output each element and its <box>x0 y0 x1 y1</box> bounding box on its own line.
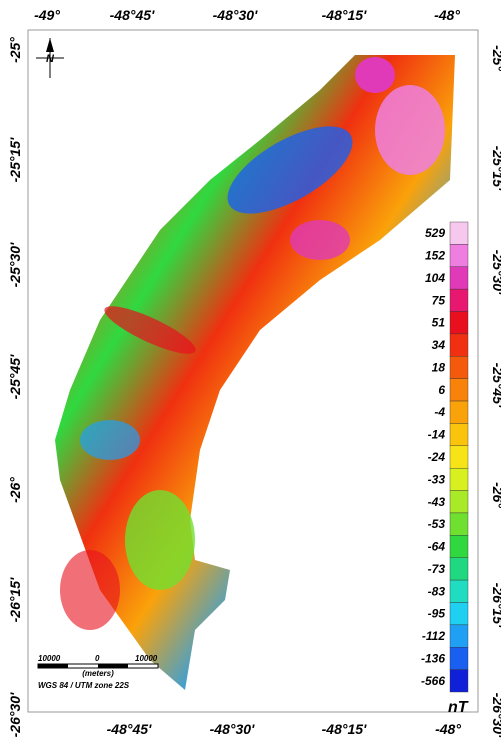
longitude-label: -48° <box>434 7 460 23</box>
legend-swatch <box>449 266 469 290</box>
legend-label: 75 <box>432 293 446 307</box>
coordinate-labels: -49° -48°45' -48°30' -48°15' -48° -48°45' -48°… <box>7 7 501 738</box>
color-legend: 529 152 104 75 51 34 18 6 -4 -14 -24 -33 -43 -53 -64 -7… <box>421 221 469 693</box>
latitude-label: -25°30' <box>7 242 23 287</box>
legend-label: -53 <box>428 517 446 531</box>
latitude-label: -26° <box>490 482 501 508</box>
legend-label: -14 <box>428 428 446 442</box>
latitude-label: -25°30' <box>490 250 501 295</box>
legend-swatch <box>449 221 469 245</box>
legend-swatch <box>449 647 469 670</box>
latitude-label: -25°15' <box>7 137 23 182</box>
legend-label: 6 <box>438 383 445 397</box>
scale-right: 10000 <box>135 654 158 663</box>
north-arrow: N <box>36 38 64 78</box>
legend-label: -566 <box>421 674 445 688</box>
scale-middle: 0 <box>95 654 100 663</box>
longitude-label: -48°30' <box>210 721 255 737</box>
legend-swatch <box>449 333 469 357</box>
legend-label: -43 <box>428 495 446 509</box>
legend-label: 152 <box>425 249 445 263</box>
legend-swatch <box>449 512 469 536</box>
latitude-label: -26°15' <box>490 583 501 628</box>
legend-label: -112 <box>422 629 445 643</box>
longitude-label: -48°30' <box>213 7 258 23</box>
legend-swatch <box>449 423 469 447</box>
longitude-label: -48°15' <box>322 721 367 737</box>
legend-label: 18 <box>432 360 446 374</box>
legend-label: -95 <box>428 607 446 621</box>
legend-swatch <box>449 602 469 626</box>
projection: WGS 84 / UTM zone 22S <box>38 681 130 690</box>
latitude-label: -25°45' <box>7 354 23 399</box>
legend-swatch <box>449 579 469 603</box>
legend-swatch <box>449 624 469 648</box>
legend-label: -83 <box>428 584 446 598</box>
scale-bar: 10000 0 10000 (meters) WGS 84 / UTM zone… <box>37 654 159 690</box>
longitude-label: -48°15' <box>322 7 367 23</box>
latitude-label: -25° <box>7 37 23 63</box>
latitude-label: -26°30' <box>490 693 501 738</box>
legend-label: -4 <box>434 405 445 419</box>
legend-label: 51 <box>432 316 446 330</box>
latitude-label: -26°30' <box>7 692 23 737</box>
longitude-label: -48° <box>435 721 461 737</box>
legend-swatch <box>449 445 469 469</box>
longitude-label: -49° <box>34 7 60 23</box>
latitude-label: -26° <box>7 477 23 503</box>
scale-left: 10000 <box>38 654 61 663</box>
legend-swatch <box>449 288 469 312</box>
legend-swatch <box>449 467 469 491</box>
longitude-label: -48°45' <box>110 7 155 23</box>
latitude-label: -25° <box>490 45 501 71</box>
legend-label: -64 <box>428 540 446 554</box>
legend-label: -24 <box>428 450 446 464</box>
legend-label: -33 <box>428 472 446 486</box>
legend-label: -136 <box>421 651 445 665</box>
legend-swatch <box>449 535 469 558</box>
latitude-label: -25°45' <box>490 363 501 408</box>
legend-swatch <box>449 669 469 693</box>
latitude-label: -26°15' <box>7 577 23 622</box>
scale-unit: (meters) <box>82 669 114 678</box>
legend-swatch <box>449 490 469 514</box>
north-label: N <box>46 53 55 65</box>
legend-label: -73 <box>428 562 446 576</box>
legend-label: 34 <box>432 338 446 352</box>
longitude-label: -48°45' <box>107 721 152 737</box>
legend-swatch <box>449 378 469 402</box>
legend-swatch <box>449 311 469 335</box>
legend-unit: nT <box>448 699 469 716</box>
legend-swatch <box>449 356 469 379</box>
legend-swatch <box>449 557 469 581</box>
legend-label: 529 <box>425 226 445 240</box>
legend-swatch <box>449 244 469 267</box>
legend-swatch <box>449 400 469 424</box>
latitude-label: -25°15' <box>490 146 501 191</box>
magnetic-map <box>55 55 455 690</box>
legend-label: 104 <box>425 271 445 285</box>
